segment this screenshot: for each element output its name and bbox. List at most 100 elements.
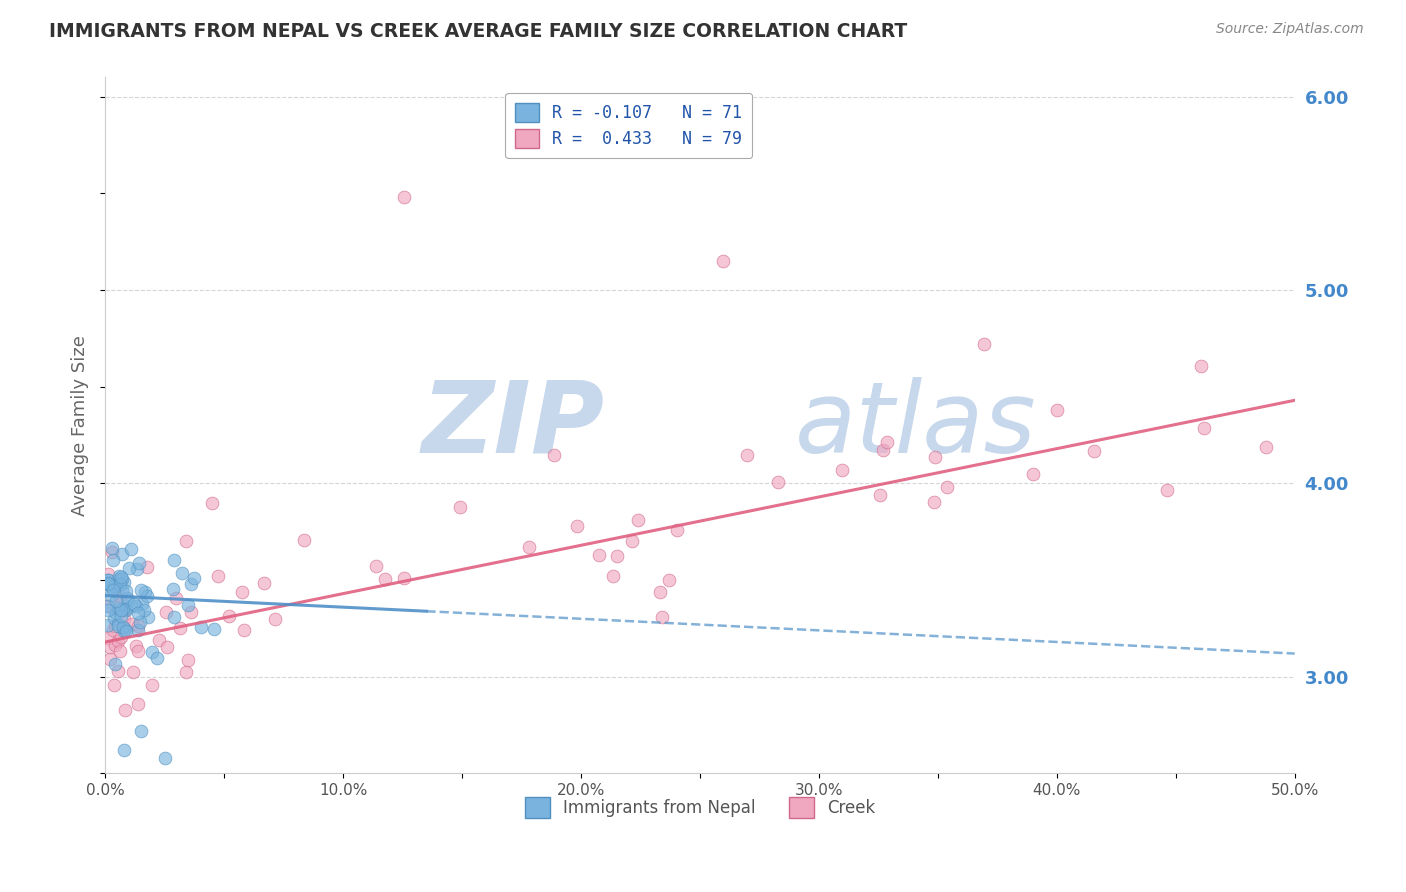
Point: [104, 619, 127, 633]
Point: [138, 610, 160, 624]
Point: [131, 583, 153, 598]
Point: [170, 566, 193, 580]
Point: [1254, 440, 1277, 454]
Point: [114, 602, 136, 616]
Point: [107, 664, 129, 678]
Point: [1156, 483, 1178, 498]
Point: [602, 569, 624, 583]
Point: [107, 569, 129, 583]
Point: [114, 703, 136, 717]
Point: [263, 612, 285, 626]
Point: [110, 577, 132, 591]
Point: [127, 624, 149, 638]
Point: [104, 657, 127, 671]
Point: [107, 600, 129, 615]
Point: [115, 624, 138, 638]
Point: [153, 751, 176, 765]
Point: [1022, 467, 1045, 481]
Point: [973, 337, 995, 351]
Point: [97, 617, 120, 632]
Point: [869, 488, 891, 502]
Point: [253, 576, 276, 591]
Point: [134, 585, 156, 599]
Point: [110, 596, 132, 610]
Point: [364, 559, 387, 574]
Point: [111, 620, 134, 634]
Point: [127, 606, 149, 620]
Point: [107, 619, 129, 633]
Point: [97, 566, 120, 581]
Point: [125, 639, 148, 653]
Point: [648, 585, 671, 599]
Point: [127, 619, 149, 633]
Point: [711, 254, 734, 268]
Point: [98, 640, 121, 654]
Text: IMMIGRANTS FROM NEPAL VS CREEK AVERAGE FAMILY SIZE CORRELATION CHART: IMMIGRANTS FROM NEPAL VS CREEK AVERAGE F…: [49, 22, 907, 41]
Point: [565, 518, 588, 533]
Point: [114, 603, 136, 617]
Point: [98, 577, 121, 591]
Point: [125, 599, 148, 613]
Point: [658, 573, 681, 587]
Point: [163, 610, 186, 624]
Point: [97, 576, 120, 591]
Point: [543, 448, 565, 462]
Point: [232, 623, 254, 637]
Text: Source: ZipAtlas.com: Source: ZipAtlas.com: [1216, 22, 1364, 37]
Point: [107, 634, 129, 648]
Point: [132, 603, 155, 617]
Point: [97, 574, 120, 588]
Y-axis label: Average Family Size: Average Family Size: [72, 335, 89, 516]
Point: [103, 677, 125, 691]
Point: [115, 584, 138, 599]
Point: [177, 598, 200, 612]
Point: [136, 589, 159, 603]
Point: [108, 589, 131, 603]
Point: [103, 580, 125, 594]
Point: [202, 622, 225, 636]
Point: [104, 606, 127, 620]
Point: [97, 573, 120, 587]
Point: [201, 495, 224, 509]
Point: [121, 616, 143, 631]
Text: ZIP: ZIP: [422, 377, 605, 474]
Point: [112, 612, 135, 626]
Point: [146, 651, 169, 665]
Point: [125, 562, 148, 576]
Point: [1189, 359, 1212, 374]
Point: [110, 570, 132, 584]
Point: [180, 606, 202, 620]
Point: [97, 599, 120, 614]
Point: [180, 577, 202, 591]
Point: [627, 512, 650, 526]
Point: [118, 560, 141, 574]
Point: [120, 599, 142, 614]
Point: [924, 450, 946, 464]
Point: [100, 588, 122, 602]
Point: [112, 743, 135, 757]
Point: [100, 545, 122, 559]
Point: [114, 624, 136, 639]
Point: [115, 603, 138, 617]
Point: [831, 463, 853, 477]
Point: [122, 597, 145, 611]
Point: [111, 547, 134, 561]
Point: [876, 435, 898, 450]
Point: [1194, 421, 1216, 435]
Point: [97, 631, 120, 645]
Point: [111, 572, 134, 586]
Point: [108, 572, 131, 586]
Point: [112, 575, 135, 590]
Point: [121, 665, 143, 679]
Point: [183, 571, 205, 585]
Point: [101, 582, 124, 597]
Point: [120, 541, 142, 556]
Point: [190, 620, 212, 634]
Point: [141, 645, 163, 659]
Point: [101, 624, 124, 638]
Point: [131, 597, 153, 611]
Point: [651, 610, 673, 624]
Point: [1083, 443, 1105, 458]
Point: [231, 585, 253, 599]
Point: [735, 448, 758, 462]
